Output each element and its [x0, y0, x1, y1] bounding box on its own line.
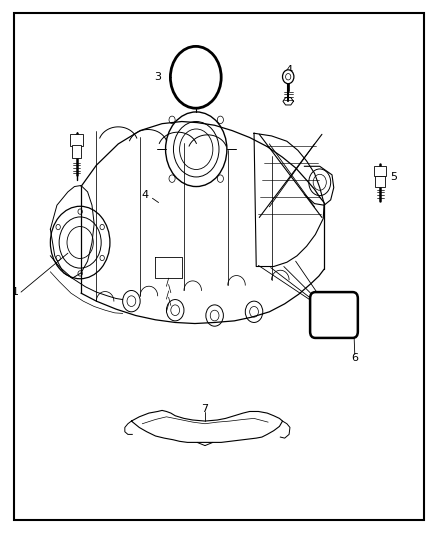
Text: 2: 2	[73, 134, 80, 144]
Circle shape	[100, 255, 104, 261]
Text: 4: 4	[142, 190, 149, 199]
FancyBboxPatch shape	[310, 292, 358, 338]
Circle shape	[78, 271, 82, 276]
Text: 6: 6	[351, 353, 358, 363]
Circle shape	[56, 255, 60, 261]
FancyBboxPatch shape	[374, 166, 386, 176]
Circle shape	[283, 70, 294, 84]
FancyBboxPatch shape	[70, 134, 83, 146]
Text: 1: 1	[11, 287, 18, 297]
Circle shape	[78, 209, 82, 214]
Text: 3: 3	[154, 72, 161, 82]
Circle shape	[286, 74, 291, 80]
Text: 5: 5	[390, 172, 397, 182]
FancyBboxPatch shape	[72, 145, 81, 158]
Text: 4: 4	[286, 66, 293, 75]
Circle shape	[100, 224, 104, 230]
Text: 7: 7	[201, 404, 208, 414]
FancyBboxPatch shape	[375, 176, 385, 187]
Circle shape	[56, 224, 60, 230]
